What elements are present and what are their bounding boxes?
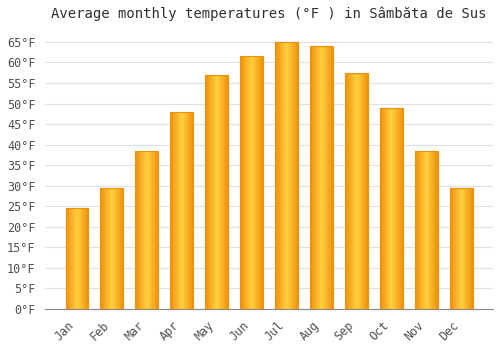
Bar — [380, 108, 403, 309]
Bar — [240, 56, 263, 309]
Bar — [450, 188, 472, 309]
Bar — [136, 151, 158, 309]
Bar — [345, 73, 368, 309]
Bar — [310, 46, 333, 309]
Bar — [275, 42, 298, 309]
Bar — [415, 151, 438, 309]
Bar — [66, 208, 88, 309]
Bar — [100, 188, 123, 309]
Bar — [206, 75, 228, 309]
Bar — [170, 112, 193, 309]
Title: Average monthly temperatures (°F ) in Sâmbăta de Sus: Average monthly temperatures (°F ) in Sâ… — [52, 7, 487, 21]
